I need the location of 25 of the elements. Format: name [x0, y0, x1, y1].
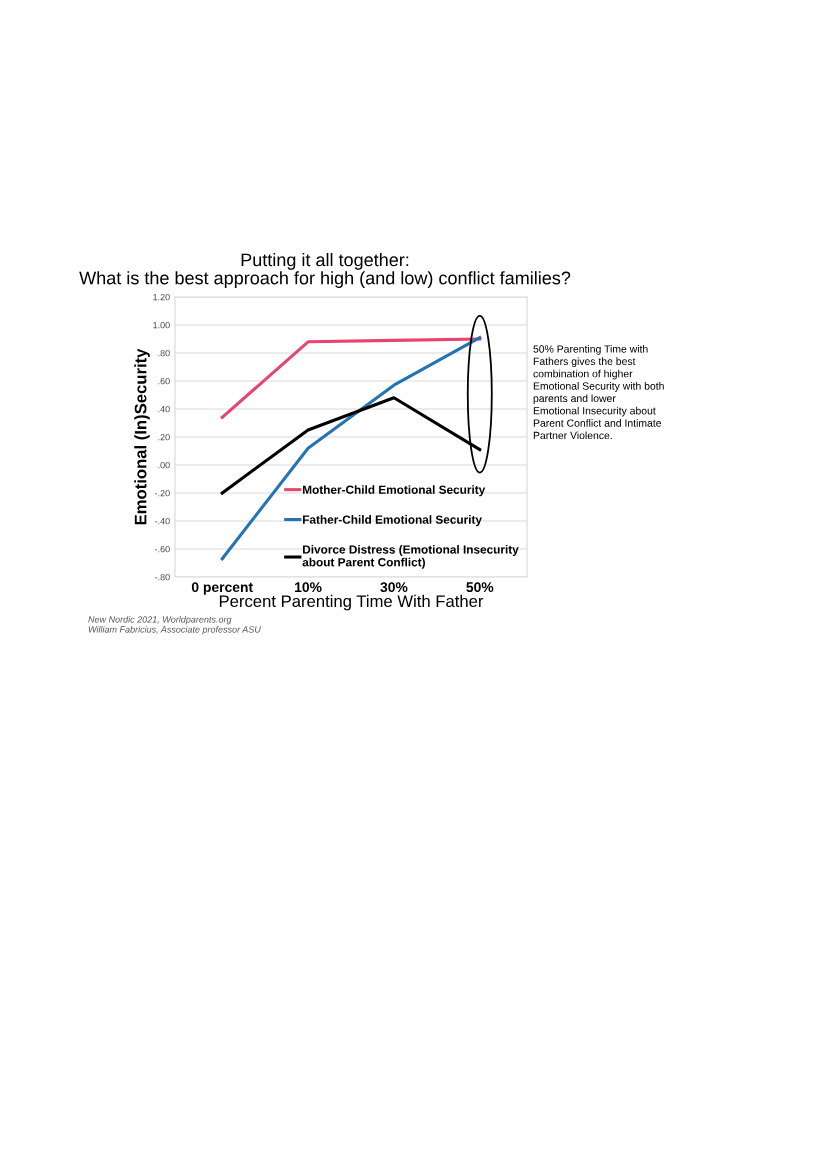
x-tick-label: 0 percent: [191, 582, 253, 595]
legend-label: Mother-Child Emotional Security: [303, 485, 486, 497]
line-series: [220, 337, 482, 419]
x-tick-label: 10%: [295, 582, 322, 593]
y-tick-label: -.20: [154, 489, 170, 497]
y-tick-label: .00: [158, 461, 170, 469]
text: New Nordic 2021, Worldparents.org: [88, 616, 232, 625]
x-tick-label: 50%: [466, 582, 494, 593]
text: 50% Parenting Time with Fathers gives the best combination of higher Emotional Security with both parents and lower Emotional Insecurity about Parent Conflict and Intimate Partner Violence.: [533, 345, 664, 440]
y-tick-label: .60: [158, 377, 170, 385]
x-tick-label: 30%: [380, 582, 408, 593]
y-tick-label: -.40: [154, 517, 170, 525]
y-tick-label: 1.00: [153, 321, 170, 329]
y-tick-label: .40: [158, 405, 170, 413]
y-tick-label: -.80: [154, 573, 170, 581]
y-tick-label: .20: [158, 433, 170, 441]
x-axis-title: Percent Parenting Time With Father: [219, 594, 484, 611]
legend-label: Father-Child Emotional Security: [303, 515, 482, 527]
y-axis-title: Emotional (In)Security: [134, 348, 150, 525]
text: William Fabricius, Associate professor ASU: [88, 626, 261, 635]
y-tick-label: -.60: [154, 545, 170, 553]
chart-title: Putting it all together: What is the best approach for high (and low) conflict families?: [79, 253, 571, 288]
y-tick-label: .80: [158, 349, 170, 357]
y-tick-label: 1.20: [153, 293, 170, 301]
legend-label: Divorce Distress (Emotional Insecurity about Parent Conflict): [302, 545, 519, 569]
